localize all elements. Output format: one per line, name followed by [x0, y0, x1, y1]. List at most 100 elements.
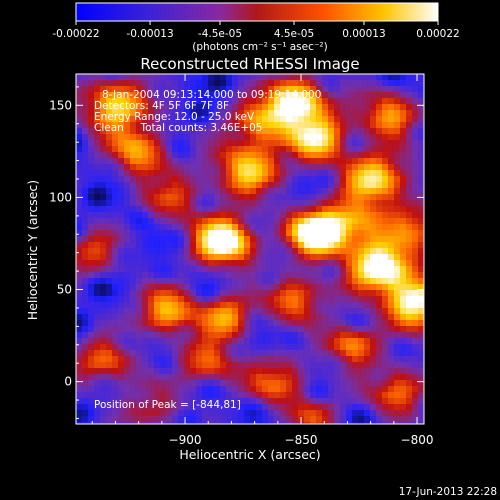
heatmap-cell: [220, 98, 227, 105]
heatmap-cell: [286, 176, 293, 183]
heatmap-cell: [382, 158, 389, 165]
heatmap-cell: [232, 74, 239, 81]
heatmap-cell: [382, 338, 389, 345]
heatmap-cell: [412, 314, 419, 321]
heatmap-cell: [358, 188, 365, 195]
heatmap-cell: [244, 248, 251, 255]
heatmap-cell: [226, 314, 233, 321]
heatmap-cell: [202, 260, 209, 267]
heatmap-cell: [148, 188, 155, 195]
heatmap-cell: [94, 230, 101, 237]
heatmap-cell: [202, 134, 209, 141]
heatmap-cell: [352, 272, 359, 279]
heatmap-cell: [172, 182, 179, 189]
heatmap-cell: [88, 182, 95, 189]
heatmap-cell: [298, 290, 305, 297]
heatmap-cell: [130, 128, 137, 135]
heatmap-cell: [202, 350, 209, 357]
heatmap-cell: [226, 332, 233, 339]
heatmap-cell: [160, 86, 167, 93]
heatmap-cell: [142, 98, 149, 105]
heatmap-cell: [418, 242, 424, 249]
heatmap-cell: [250, 224, 257, 231]
heatmap-cell: [196, 194, 203, 201]
heatmap-cell: [106, 308, 113, 315]
heatmap-cell: [160, 164, 167, 171]
heatmap-cell: [322, 116, 329, 123]
heatmap-cell: [136, 404, 143, 411]
heatmap-cell: [112, 260, 119, 267]
heatmap-cell: [268, 296, 275, 303]
heatmap-cell: [190, 392, 197, 399]
heatmap-cell: [334, 398, 341, 405]
heatmap-cell: [418, 314, 424, 321]
heatmap-cell: [82, 326, 89, 333]
heatmap-cell: [130, 98, 137, 105]
heatmap-cell: [82, 368, 89, 375]
heatmap-cell: [214, 158, 221, 165]
heatmap-cell: [250, 398, 257, 405]
heatmap-cell: [376, 128, 383, 135]
heatmap-cell: [178, 380, 185, 387]
heatmap-cell: [310, 92, 317, 99]
heatmap-cell: [286, 164, 293, 171]
heatmap-cell: [286, 80, 293, 87]
heatmap-cell: [118, 272, 125, 279]
heatmap-cell: [352, 404, 359, 411]
heatmap-cell: [412, 224, 419, 231]
heatmap-cell: [358, 212, 365, 219]
heatmap-cell: [220, 320, 227, 327]
heatmap-cell: [142, 122, 149, 129]
heatmap-cell: [244, 242, 251, 249]
heatmap-cell: [352, 284, 359, 291]
heatmap-cell: [322, 200, 329, 207]
heatmap-cell: [346, 260, 353, 267]
heatmap-cell: [208, 248, 215, 255]
heatmap-cell: [82, 374, 89, 381]
heatmap-cell: [394, 152, 401, 159]
heatmap-cell: [82, 74, 89, 81]
heatmap-cell: [142, 320, 149, 327]
heatmap-cell: [244, 296, 251, 303]
heatmap-cell: [160, 134, 167, 141]
heatmap-cell: [322, 206, 329, 213]
heatmap-cell: [232, 146, 239, 153]
heatmap-cell: [250, 344, 257, 351]
heatmap-cell: [148, 110, 155, 117]
heatmap-cell: [202, 80, 209, 87]
heatmap-cell: [202, 302, 209, 309]
heatmap-cell: [136, 350, 143, 357]
heatmap-cell: [262, 206, 269, 213]
heatmap-cell: [160, 290, 167, 297]
heatmap-cell: [382, 332, 389, 339]
heatmap-cell: [316, 374, 323, 381]
heatmap-cell: [418, 392, 424, 399]
heatmap-cell: [310, 170, 317, 177]
heatmap-cell: [304, 212, 311, 219]
heatmap-cell: [226, 392, 233, 399]
heatmap-cell: [346, 290, 353, 297]
heatmap-cell: [250, 218, 257, 225]
heatmap-cell: [286, 272, 293, 279]
heatmap-cell: [94, 122, 101, 129]
heatmap-cell: [388, 182, 395, 189]
heatmap-cell: [328, 86, 335, 93]
heatmap-cell: [184, 224, 191, 231]
heatmap-cell: [184, 98, 191, 105]
heatmap-cell: [106, 290, 113, 297]
heatmap-cell: [244, 158, 251, 165]
heatmap-cell: [208, 350, 215, 357]
heatmap-cell: [328, 380, 335, 387]
heatmap-cell: [226, 152, 233, 159]
heatmap-cell: [298, 266, 305, 273]
heatmap-cell: [238, 404, 245, 411]
heatmap-cell: [166, 182, 173, 189]
heatmap-cell: [136, 122, 143, 129]
heatmap-cell: [82, 188, 89, 195]
heatmap-cell: [340, 188, 347, 195]
heatmap-cell: [346, 410, 353, 417]
heatmap-cell: [262, 416, 269, 423]
heatmap-cell: [316, 194, 323, 201]
heatmap-cell: [316, 398, 323, 405]
